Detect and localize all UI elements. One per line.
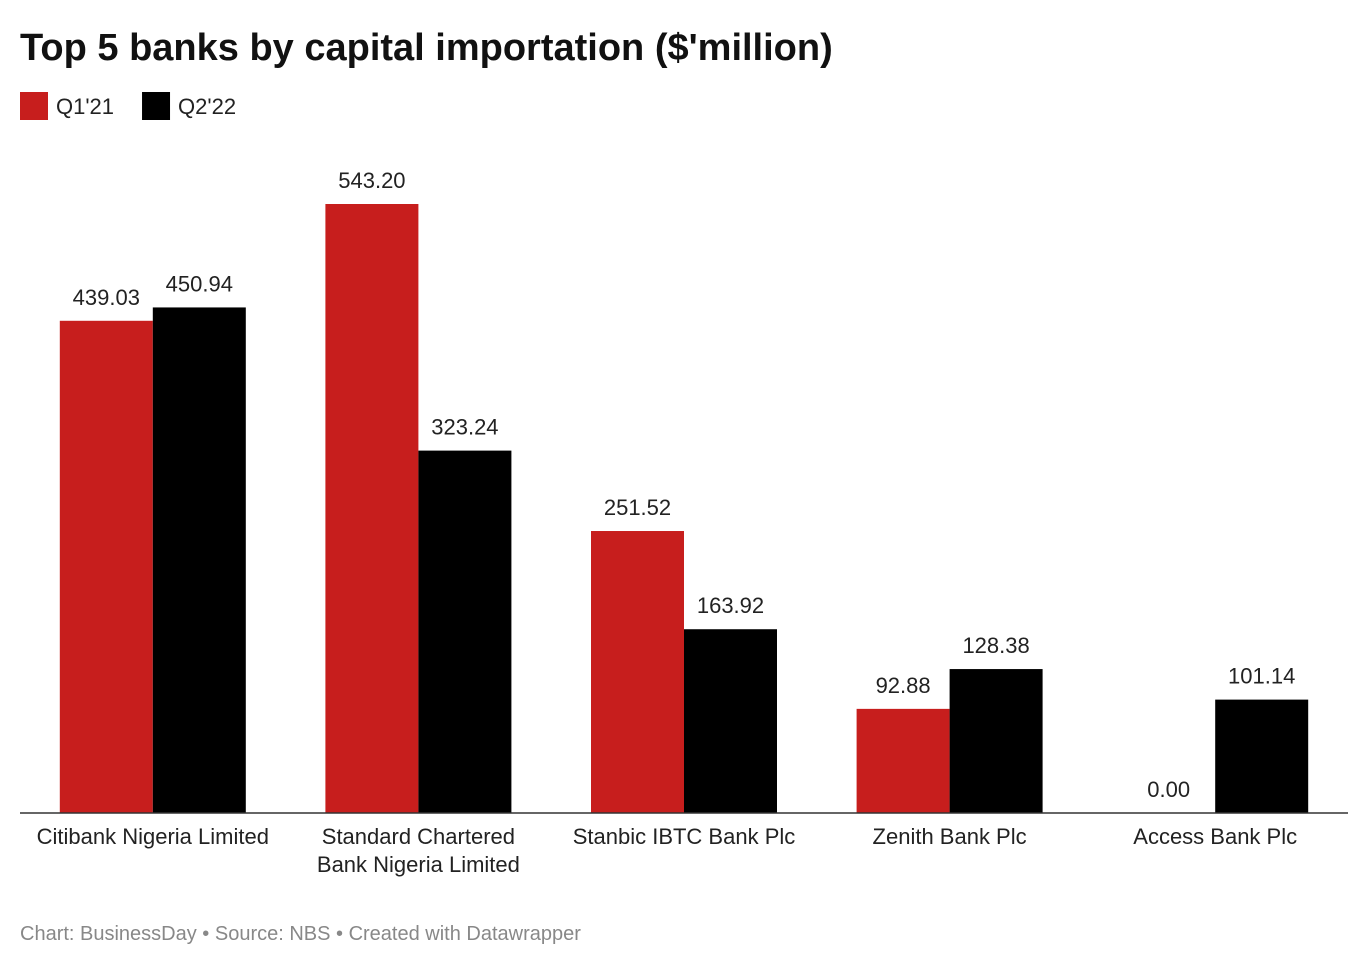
bar <box>856 708 950 813</box>
source-note: Chart: BusinessDay • Source: NBS • Creat… <box>20 923 581 945</box>
x-tick-label: Access Bank Plc <box>1133 824 1298 849</box>
value-label: 92.88 <box>876 673 931 698</box>
chart-title: Top 5 banks by capital importation ($'mi… <box>20 27 833 69</box>
value-label: 101.14 <box>1228 664 1295 689</box>
value-label: 323.24 <box>431 415 498 440</box>
legend-label: Q2'22 <box>178 94 236 119</box>
value-label: 543.20 <box>338 168 405 193</box>
value-label: 251.52 <box>604 495 671 520</box>
value-label: 128.38 <box>962 633 1029 658</box>
bar <box>325 204 419 813</box>
x-tick-label: Zenith Bank Plc <box>872 824 1027 849</box>
legend-swatch <box>20 92 48 120</box>
value-label: 450.94 <box>166 271 233 296</box>
legend-label: Q1'21 <box>56 94 114 119</box>
bar <box>59 320 153 813</box>
bar <box>591 531 684 813</box>
value-label: 0.00 <box>1147 777 1190 802</box>
legend-swatch <box>142 92 171 120</box>
bar <box>949 669 1043 813</box>
value-label: 439.03 <box>73 285 140 310</box>
bar <box>152 307 246 813</box>
bar <box>418 450 512 813</box>
x-tick-label: Stanbic IBTC Bank Plc <box>572 824 796 849</box>
x-tick-label: Citibank Nigeria Limited <box>36 824 269 849</box>
bar <box>684 629 777 813</box>
x-tick-label: Standard Chartered Bank Nigeria Limited <box>316 824 520 877</box>
bar <box>1215 699 1309 813</box>
value-label: 163.92 <box>697 593 764 618</box>
